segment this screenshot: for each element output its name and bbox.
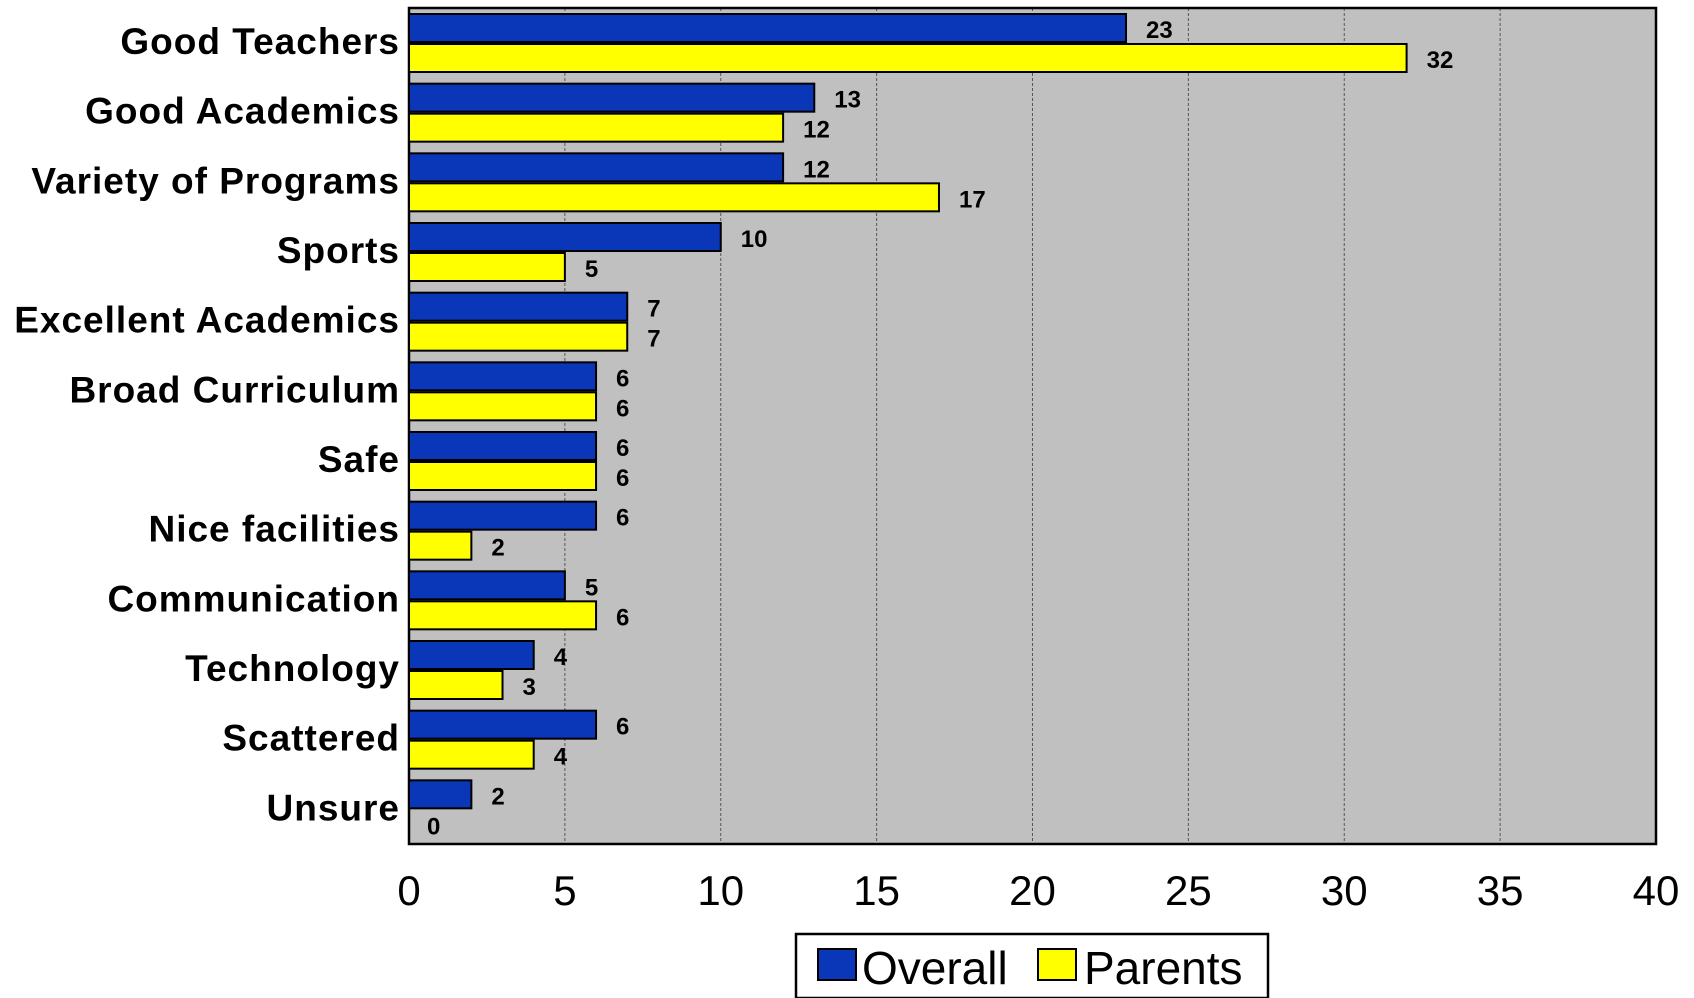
category-label: Safe [318,439,400,480]
data-label: 12 [803,156,830,183]
data-label: 6 [616,365,629,392]
x-tick-label: 35 [1477,867,1524,914]
category-label: Good Academics [85,91,400,132]
bar-parents [408,600,598,631]
data-label: 10 [741,226,768,253]
data-label: 6 [616,395,629,422]
bar-parents [408,670,504,700]
x-tick-label: 20 [1009,867,1056,914]
data-label: 13 [834,87,861,114]
category-label: Sports [277,230,400,271]
data-label: 2 [491,535,504,562]
category-label: Broad Curriculum [69,369,400,410]
data-label: 7 [647,326,660,353]
legend-swatch-parents [1037,948,1077,981]
bar-parents [408,739,535,770]
data-label: 2 [491,783,504,810]
x-tick-label: 30 [1321,867,1368,914]
data-label: 5 [585,256,598,283]
data-label: 6 [616,435,629,462]
legend-box [794,932,1270,998]
bar-overall [408,291,629,322]
category-label: Communication [107,578,400,619]
data-label: 23 [1146,17,1173,44]
data-label: 0 [427,813,440,840]
category-label: Technology [185,648,400,689]
category-labels: Good Teachers Good Academics Variety of Pr… [14,21,400,828]
bar-parents [408,391,598,422]
bar-overall [408,152,785,183]
plot-frame [407,6,1658,846]
bar-parents [408,43,1408,73]
legend: Overall Parents [794,932,1270,998]
category-label: Excellent Academics [14,300,400,341]
x-tick-label: 40 [1633,867,1680,914]
x-tick-label: 5 [553,867,576,914]
bar-parents [408,252,566,282]
bar-overall [408,222,722,252]
legend-label-parents: Parents [1084,942,1243,994]
bar-overall [408,82,816,113]
bar-overall [408,431,598,461]
data-label: 3 [523,674,536,701]
x-tick-label: 10 [697,867,744,914]
category-label: Nice facilities [148,509,400,550]
data-label: 4 [554,744,568,771]
category-label: Good Teachers [120,21,400,62]
data-label: 17 [959,186,986,213]
bar-parents [408,461,598,491]
bar-parents [408,321,629,352]
x-axis-tick-labels: 0 5 10 15 20 25 30 35 40 [397,867,1679,914]
bar-overall [408,709,598,740]
bar-overall [408,570,566,601]
data-label: 5 [585,574,598,601]
bar-parents [408,112,785,143]
category-label: Scattered [222,718,400,759]
bars [408,13,1408,810]
data-label: 6 [616,714,629,741]
data-label: 7 [647,296,660,323]
bar-overall [408,779,473,810]
x-tick-label: 15 [853,867,900,914]
data-label: 6 [616,505,629,532]
data-label: 4 [554,644,568,671]
legend-swatch-overall [817,948,857,981]
bar-overall [408,640,535,670]
data-label: 6 [616,604,629,631]
bar-parents [408,530,473,561]
x-tick-label: 0 [397,867,420,914]
category-label: Variety of Programs [31,160,400,201]
bar-parents [408,182,940,213]
data-label: 6 [616,465,629,492]
bar-overall [408,13,1128,43]
x-tick-label: 25 [1165,867,1212,914]
data-label: 12 [803,117,830,144]
bar-overall [408,361,598,392]
data-label: 32 [1427,47,1454,74]
legend-label-overall: Overall [862,942,1008,994]
category-label: Unsure [267,787,400,828]
bar-overall [408,500,598,531]
gridlines [564,8,1501,844]
